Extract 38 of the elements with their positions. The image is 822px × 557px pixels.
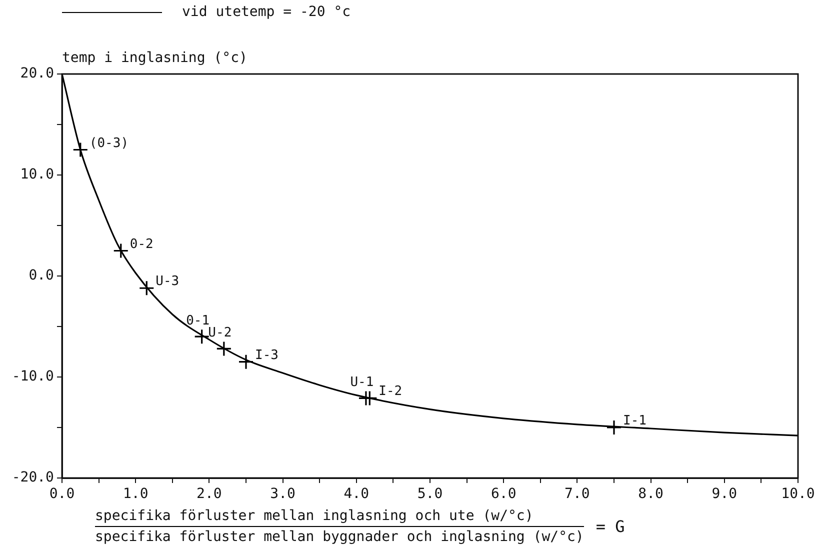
annotation: 0-1	[186, 314, 210, 329]
annotation: U-1	[350, 375, 374, 390]
annotation: U-3	[156, 274, 180, 290]
line-series	[62, 74, 798, 436]
point	[138, 280, 154, 296]
annotation: 0-2	[130, 236, 154, 252]
text: = G	[596, 517, 625, 536]
y-tick-label: 20.0	[20, 66, 54, 82]
annotation: I-1	[623, 414, 646, 428]
x-tick-label: 0.0	[49, 486, 75, 502]
x-tick-label: 3.0	[270, 486, 296, 502]
x-tick-label: 2.0	[196, 486, 222, 502]
x-tick-label: 10.0	[781, 486, 815, 502]
x-tick-label: 9.0	[712, 486, 738, 502]
y-tick-label: 10.0	[20, 166, 54, 183]
text: specifika förluster mellan byggnader och inglasning (w/°c)	[95, 529, 584, 545]
x-tick-label: 5.0	[417, 486, 443, 502]
x-tick-label: 1.0	[122, 486, 148, 502]
y-tick-label: -10.0	[12, 368, 54, 385]
text: vid utetemp = -20 °c	[182, 4, 351, 20]
x-axis-title: specifika förluster mellan inglasning och ute (w/°c)	[95, 508, 584, 527]
point	[72, 142, 88, 158]
point	[216, 340, 232, 357]
y-axis-title: temp i inglasning (°c)	[62, 50, 248, 66]
point	[238, 354, 254, 370]
x-tick-label: 4.0	[344, 486, 370, 502]
point	[606, 420, 622, 436]
point	[194, 328, 210, 344]
x-tick-label: 7.0	[564, 486, 590, 502]
y-tick-label: -20.0	[12, 470, 54, 486]
annotation: I-3	[255, 348, 278, 363]
annotation: (0-3)	[89, 136, 129, 151]
point	[113, 242, 129, 259]
annotation: U-2	[208, 326, 232, 341]
x-tick-label: 8.0	[638, 486, 664, 502]
x-tick-label: 6.0	[490, 486, 516, 502]
annotation: I-2	[378, 384, 402, 400]
y-tick-label: 0.0	[28, 268, 54, 284]
